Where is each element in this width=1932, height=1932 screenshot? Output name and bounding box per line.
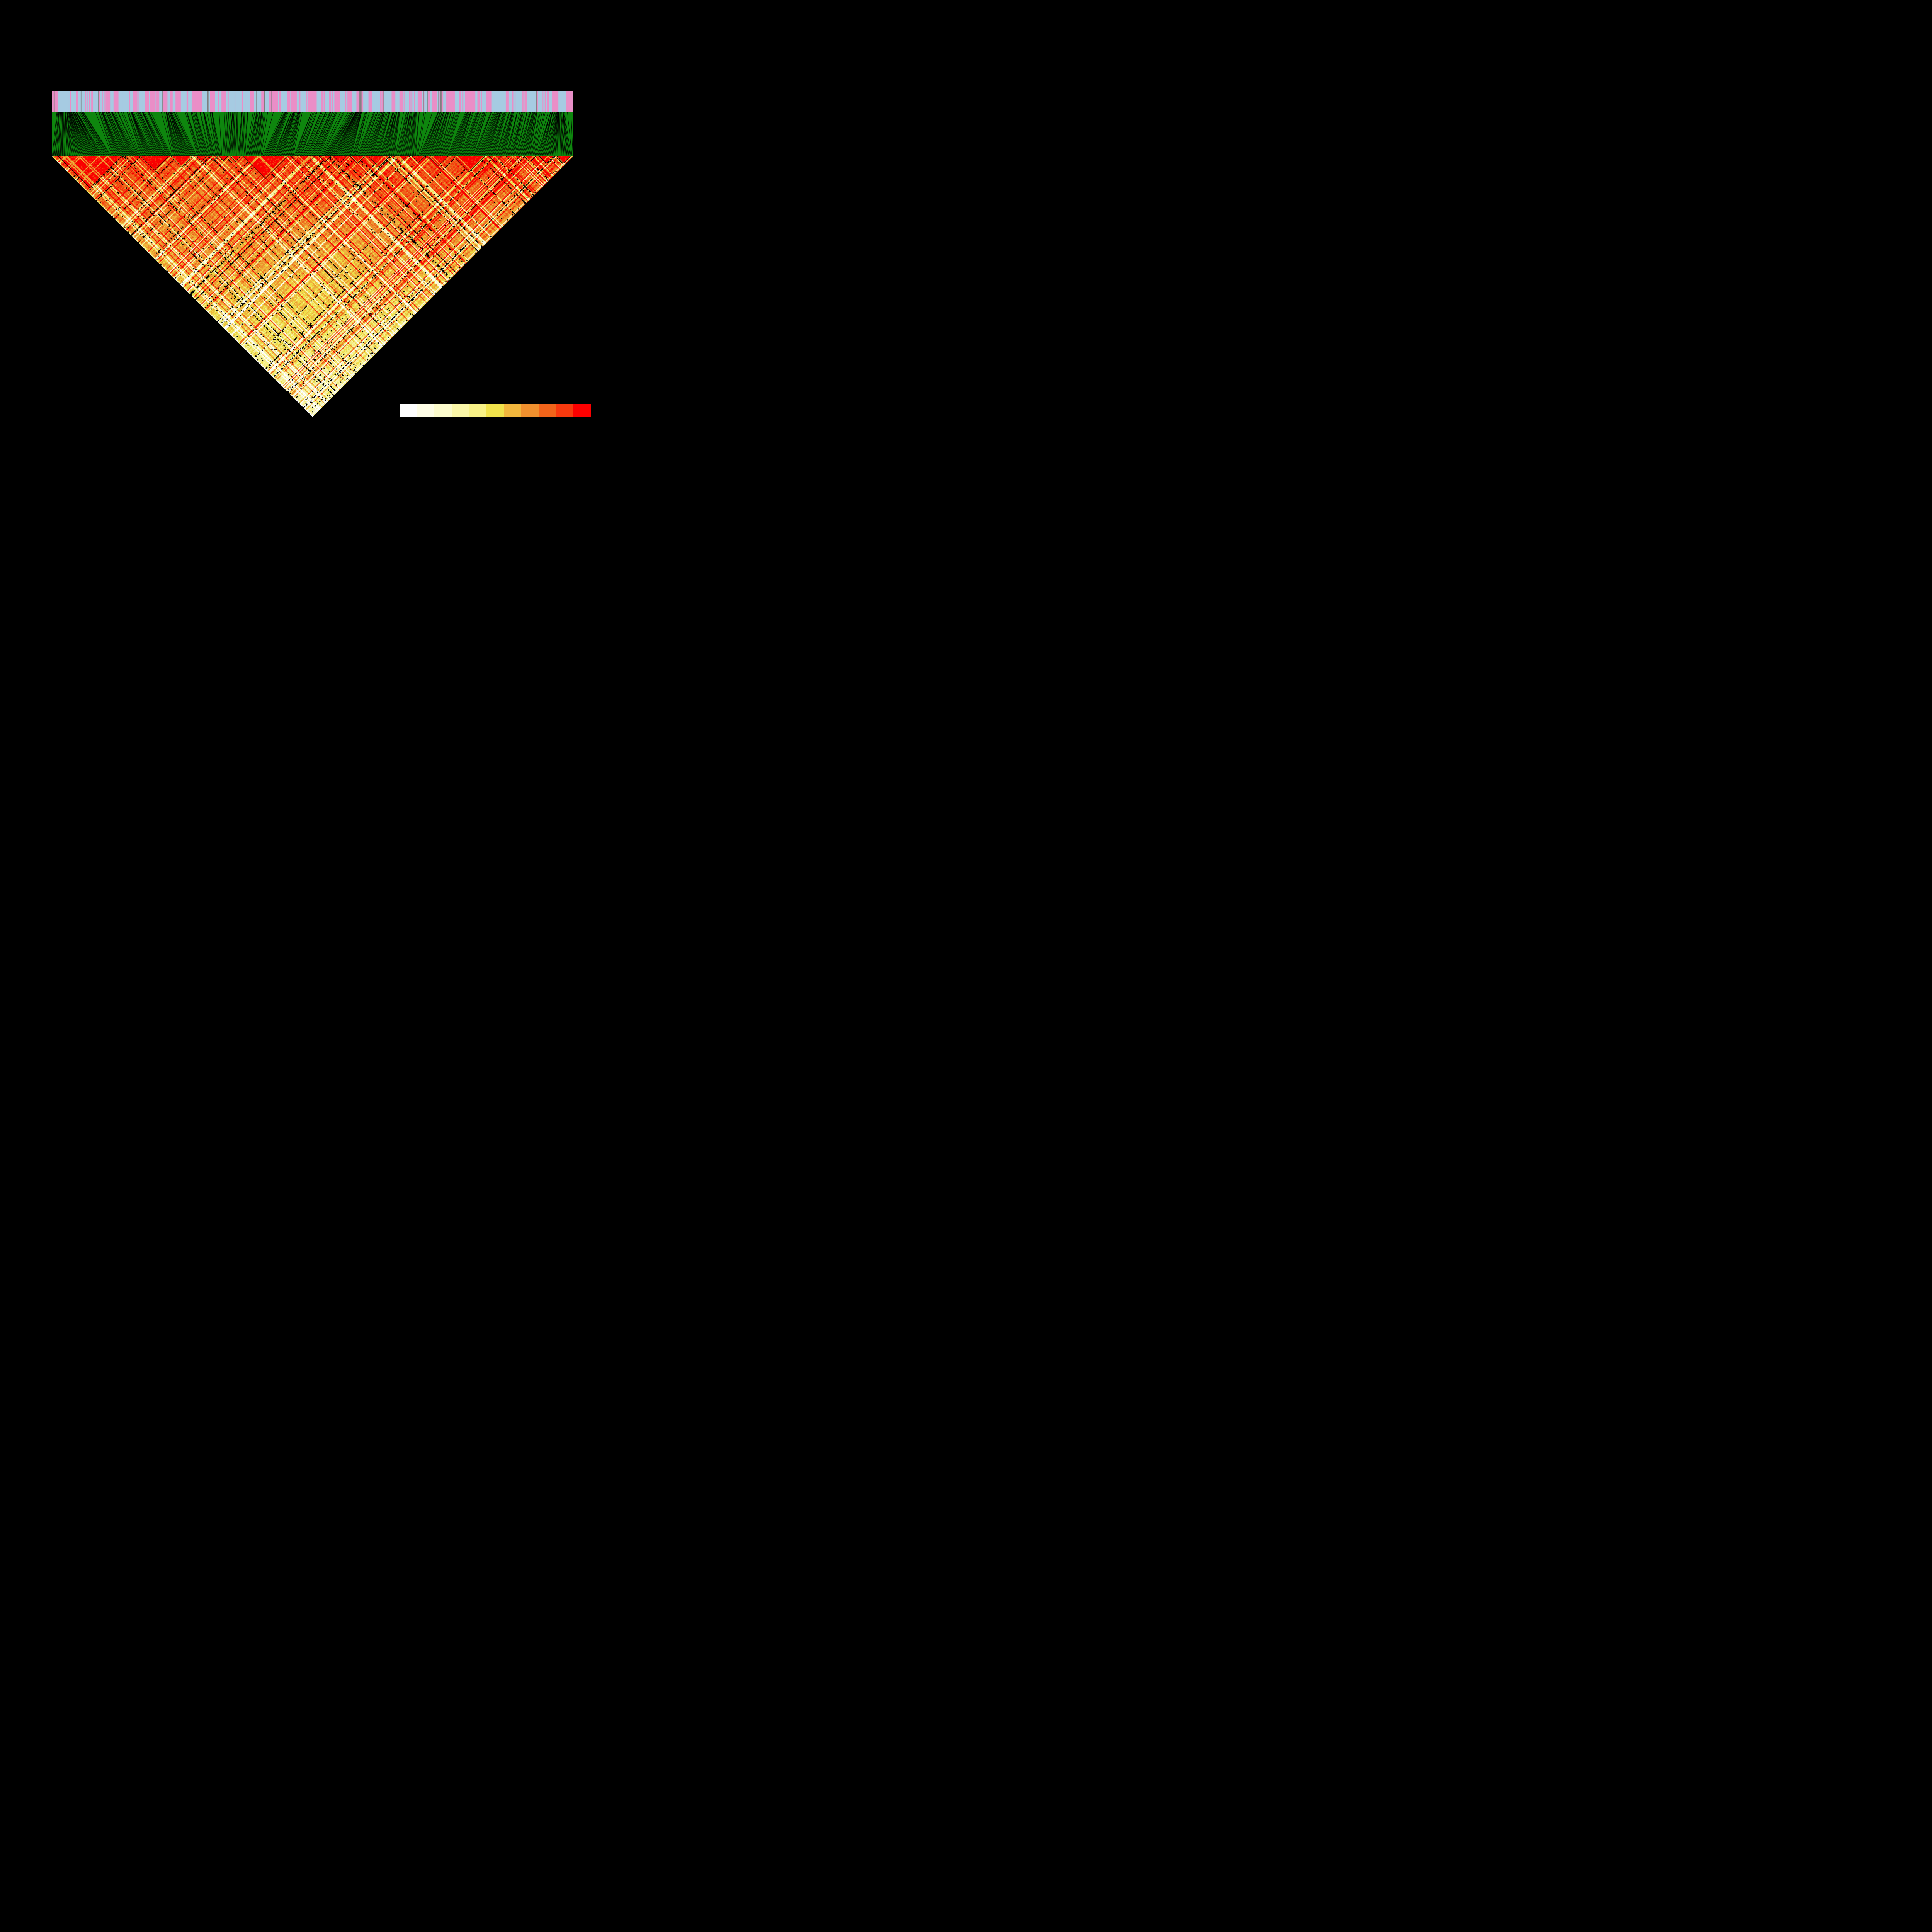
legend-swatch-8 <box>538 404 556 417</box>
legend-swatch-5 <box>486 404 504 417</box>
marker-position-fan <box>52 112 573 156</box>
ld-heatmap-canvas <box>52 156 573 417</box>
color-scale-legend <box>400 404 591 417</box>
snp-annotation-canvas <box>52 91 573 112</box>
marker-fan-canvas <box>52 112 573 156</box>
legend-swatch-9 <box>556 404 573 417</box>
legend-swatch-6 <box>503 404 521 417</box>
legend-swatch-1 <box>417 404 435 417</box>
legend-swatch-10 <box>573 404 591 417</box>
legend-swatch-0 <box>400 404 417 417</box>
ld-plot-figure <box>0 0 600 443</box>
legend-swatch-2 <box>434 404 452 417</box>
legend-swatch-7 <box>521 404 539 417</box>
legend-swatch-4 <box>469 404 486 417</box>
snp-annotation-track <box>52 91 573 112</box>
legend-swatch-3 <box>452 404 469 417</box>
ld-triangle-heatmap <box>52 156 573 417</box>
